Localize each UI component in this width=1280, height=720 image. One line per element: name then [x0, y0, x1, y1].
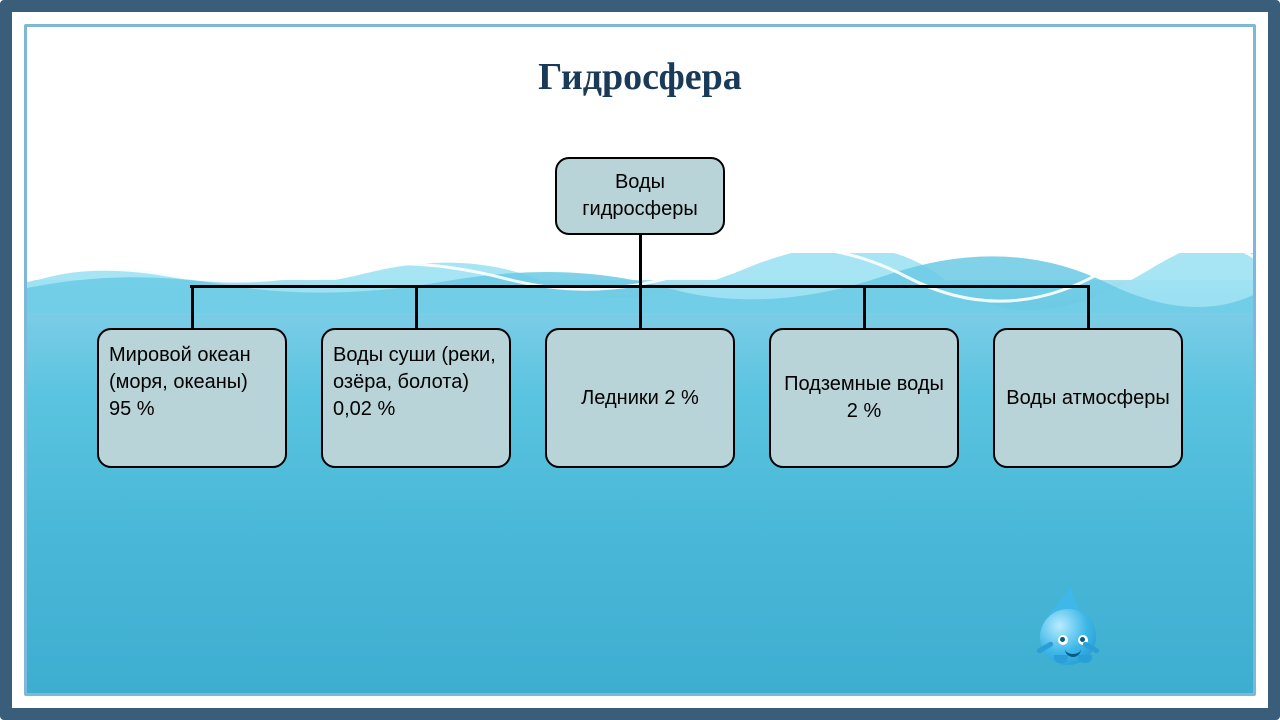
child-branch: Ледники 2 % — [545, 288, 735, 468]
child-branch: Мировой океан (моря, океаны) 95 % — [97, 288, 287, 468]
connector-child — [639, 288, 642, 328]
connector-child — [415, 288, 418, 328]
child-node-land-water: Воды суши (реки, озёра, болота) 0,02 % — [321, 328, 511, 468]
connector-child — [191, 288, 194, 328]
child-node-ocean: Мировой океан (моря, океаны) 95 % — [97, 328, 287, 468]
connector-horizontal — [190, 285, 1090, 288]
child-node-groundwater: Подземные воды 2 % — [769, 328, 959, 468]
child-node-atmosphere: Воды атмосферы — [993, 328, 1183, 468]
hydrosphere-tree-diagram: Воды гидросферы Мировой океан (моря, оке… — [27, 157, 1253, 468]
children-row: Мировой океан (моря, океаны) 95 % Воды с… — [27, 288, 1253, 468]
outer-frame: Гидросфера Воды гидросферы Мировой океан… — [0, 0, 1280, 720]
child-branch: Подземные воды 2 % — [769, 288, 959, 468]
connector-child — [863, 288, 866, 328]
root-node: Воды гидросферы — [555, 157, 725, 235]
page-title: Гидросфера — [27, 55, 1253, 99]
inner-frame: Гидросфера Воды гидросферы Мировой океан… — [24, 24, 1256, 696]
child-node-glaciers: Ледники 2 % — [545, 328, 735, 468]
connector-child — [1087, 288, 1090, 328]
child-branch: Воды атмосферы — [993, 288, 1183, 468]
connector-root-down — [639, 235, 642, 285]
child-branch: Воды суши (реки, озёра, болота) 0,02 % — [321, 288, 511, 468]
water-drop-mascot-icon — [1033, 593, 1103, 673]
